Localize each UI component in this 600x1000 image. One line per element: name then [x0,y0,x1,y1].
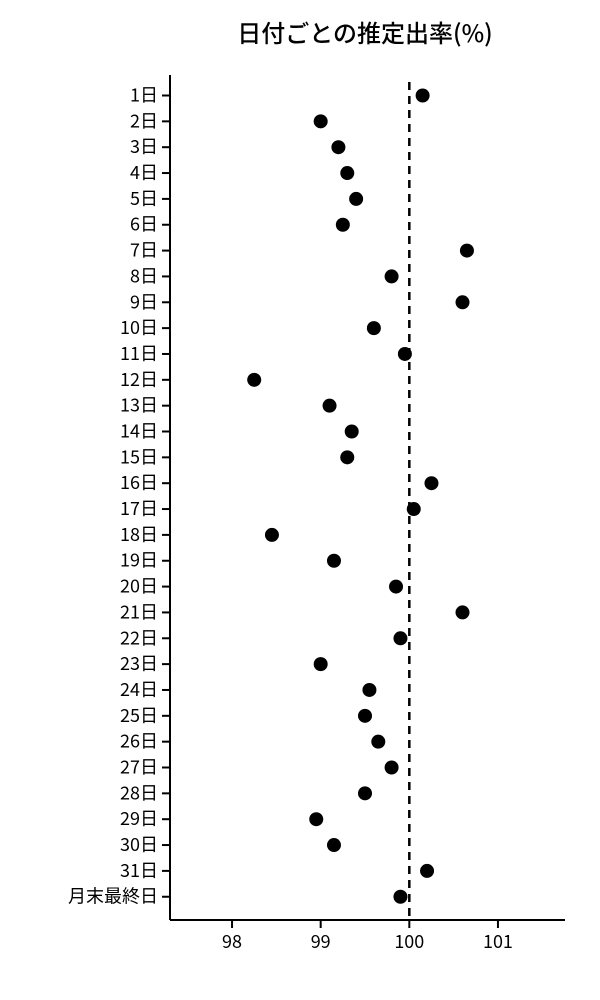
data-point [314,657,328,671]
y-tick-label: 22日 [120,624,158,650]
y-tick-label: 10日 [120,314,158,340]
data-point [345,425,359,439]
data-point [389,580,403,594]
data-point [398,347,412,361]
y-tick-label: 31日 [120,857,158,883]
x-tick-label: 101 [483,928,513,954]
data-point [340,166,354,180]
data-point [371,735,385,749]
data-point [424,476,438,490]
y-tick-label: 3日 [130,133,158,159]
data-point [393,631,407,645]
y-tick-label: 28日 [120,779,158,805]
y-tick-label: 25日 [120,702,158,728]
data-point [331,140,345,154]
y-tick-label: 1日 [130,82,158,108]
data-point [327,554,341,568]
y-tick-label: 29日 [120,805,158,831]
x-tick-label: 99 [311,928,331,954]
data-point [385,761,399,775]
y-tick-label: 8日 [130,262,158,288]
y-tick-label: 21日 [120,598,158,624]
data-point [460,244,474,258]
data-point [314,114,328,128]
y-tick-label: 17日 [120,495,158,521]
data-point [265,528,279,542]
y-tick-label: 月末最終日 [68,883,158,909]
data-point [362,683,376,697]
y-tick-label: 14日 [120,418,158,444]
data-point [456,295,470,309]
y-tick-label: 4日 [130,159,158,185]
data-point [420,864,434,878]
y-tick-label: 27日 [120,754,158,780]
y-tick-label: 18日 [120,521,158,547]
y-tick-label: 12日 [120,366,158,392]
data-point [349,192,363,206]
data-point [358,786,372,800]
y-tick-label: 16日 [120,469,158,495]
y-tick-label: 26日 [120,728,158,754]
data-point [416,89,430,103]
data-point [393,890,407,904]
y-tick-label: 7日 [130,237,158,263]
y-tick-label: 6日 [130,211,158,237]
data-point [336,218,350,232]
y-tick-label: 20日 [120,573,158,599]
data-point [385,269,399,283]
data-point [327,838,341,852]
y-tick-label: 15日 [120,443,158,469]
data-point [323,399,337,413]
data-point [309,812,323,826]
y-tick-label: 9日 [130,288,158,314]
data-point [367,321,381,335]
y-tick-label: 11日 [120,340,158,366]
data-point [456,605,470,619]
chart-title: 日付ごとの推定出率(%) [237,14,492,49]
y-tick-label: 2日 [130,107,158,133]
data-point [340,450,354,464]
chart-svg: 日付ごとの推定出率(%)1日2日3日4日5日6日7日8日9日10日11日12日1… [0,0,600,1000]
y-tick-label: 24日 [120,676,158,702]
y-tick-label: 13日 [120,392,158,418]
x-tick-label: 98 [222,928,242,954]
y-tick-label: 5日 [130,185,158,211]
data-point [247,373,261,387]
y-tick-label: 23日 [120,650,158,676]
data-point [358,709,372,723]
x-tick-label: 100 [394,928,424,954]
chart-container: 日付ごとの推定出率(%)1日2日3日4日5日6日7日8日9日10日11日12日1… [0,0,600,1000]
y-tick-label: 19日 [120,547,158,573]
data-point [407,502,421,516]
y-tick-label: 30日 [120,831,158,857]
